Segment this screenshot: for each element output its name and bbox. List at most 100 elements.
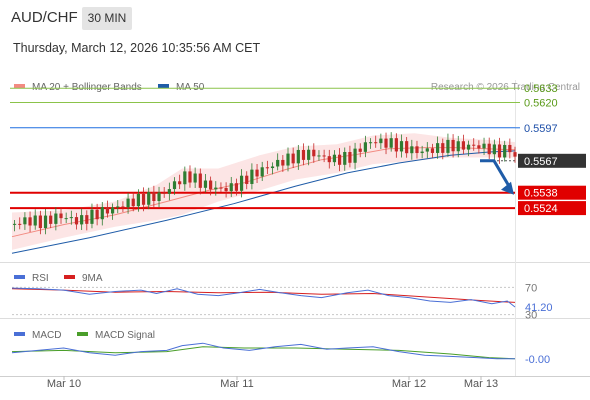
- candle-bull: [54, 213, 58, 224]
- candle-bear: [451, 139, 455, 152]
- candle-bull: [147, 192, 151, 205]
- candle-bull: [260, 167, 264, 177]
- candle-bear: [405, 141, 409, 154]
- candle-bear: [18, 223, 22, 225]
- candle-bull: [239, 175, 244, 191]
- candle-bull: [353, 148, 357, 163]
- candle-bear: [348, 152, 352, 163]
- candle-bear: [265, 167, 269, 169]
- candle-bull: [12, 223, 17, 225]
- candle-bull: [399, 141, 404, 152]
- candle-bear: [487, 143, 491, 155]
- candle-bull: [389, 138, 393, 148]
- support-label: 0.5524: [524, 203, 558, 215]
- candle-bull: [126, 198, 130, 208]
- candle-bull: [23, 217, 27, 225]
- candle-bear: [121, 206, 125, 208]
- candle-bear: [219, 187, 223, 189]
- candle-bull: [90, 209, 94, 224]
- candle-bear: [415, 146, 419, 154]
- candle-bear: [394, 138, 398, 152]
- candle-bull: [64, 218, 68, 220]
- x-tick-label: Mar 13: [464, 378, 498, 390]
- candle-bear: [281, 159, 285, 166]
- legend-swatch: [14, 84, 25, 88]
- candle-bear: [95, 209, 99, 220]
- candle-bear: [74, 217, 79, 225]
- candle-bear: [508, 144, 512, 153]
- candle-bear: [430, 148, 435, 153]
- candle-bull: [100, 207, 104, 220]
- candle-bull: [425, 148, 429, 152]
- x-tick-label: Mar 10: [47, 378, 81, 390]
- support-tag: [518, 185, 586, 200]
- candle-bear: [141, 193, 146, 205]
- candle-bear: [28, 217, 32, 226]
- timestamp: Thursday, March 12, 2026 10:35:56 AM CET: [13, 41, 261, 55]
- candle-bull: [157, 192, 161, 202]
- rsi-legend-swatch: [14, 275, 25, 279]
- candle-bear: [85, 215, 89, 224]
- candle-bull: [446, 139, 450, 153]
- candle-bear: [358, 148, 362, 152]
- candle-bull: [270, 166, 275, 169]
- legend-label: MA 50: [176, 82, 205, 93]
- candle-bull: [503, 144, 507, 158]
- candle-bear: [301, 149, 306, 160]
- legend-label: MA 20 + Bollinger Bands: [32, 82, 142, 93]
- timeframe-button[interactable]: 30 MIN: [82, 7, 132, 30]
- pivot-label: 0.5597: [524, 123, 558, 135]
- candle-bull: [167, 189, 171, 194]
- candle-bear: [131, 198, 135, 207]
- candle-bear: [105, 207, 110, 214]
- candle-bear: [152, 192, 156, 202]
- candle-bear: [461, 141, 466, 150]
- candle-bull: [296, 149, 300, 164]
- candle-bull: [492, 144, 496, 155]
- candle-bull: [229, 183, 233, 192]
- candle-bear: [255, 169, 259, 177]
- candle-bull: [410, 146, 414, 154]
- ma50-line: [11, 150, 516, 254]
- rsi-level-label: 70: [525, 282, 537, 294]
- candle-bull: [420, 151, 424, 154]
- resistance-label: 0.5620: [524, 98, 558, 110]
- candle-bear: [374, 142, 378, 144]
- macd-legend-label: MACD: [32, 330, 61, 341]
- candle-bear: [441, 143, 445, 153]
- support-tag: [518, 201, 586, 216]
- candle-bear: [188, 171, 192, 183]
- last-price-label: 0.5567: [524, 156, 558, 168]
- candle-bull: [69, 217, 73, 219]
- support-label: 0.5538: [524, 188, 558, 200]
- last-price-tag: [518, 153, 586, 168]
- candle-bear: [245, 175, 249, 184]
- candle-bear: [497, 144, 502, 158]
- candle-bear: [312, 149, 316, 157]
- macd-legend-label: MACD Signal: [95, 330, 155, 341]
- candle-bear: [38, 215, 42, 229]
- candle-bull: [172, 181, 177, 190]
- candle-bull: [363, 142, 367, 152]
- candle-bull: [368, 142, 373, 144]
- candle-bull: [466, 144, 471, 150]
- candle-bear: [337, 154, 342, 165]
- candle-bull: [286, 153, 290, 166]
- candle-bear: [384, 138, 388, 148]
- candle-bear: [327, 156, 331, 163]
- macd-current-label: -0.00: [525, 354, 550, 366]
- candle-bear: [513, 152, 517, 157]
- candle-bear: [477, 145, 481, 149]
- legend-swatch: [158, 84, 169, 88]
- attribution: Research © 2026 Trading Central: [431, 82, 580, 93]
- candle-bull: [436, 143, 440, 153]
- candle-bull: [33, 215, 37, 226]
- bollinger-band: [12, 133, 515, 250]
- candle-bear: [178, 181, 182, 185]
- candle-bull: [456, 141, 460, 152]
- candle-bear: [224, 188, 228, 192]
- candle-bull: [193, 173, 197, 183]
- rsi-legend-label: RSI: [32, 273, 49, 284]
- candle-bull: [183, 171, 187, 185]
